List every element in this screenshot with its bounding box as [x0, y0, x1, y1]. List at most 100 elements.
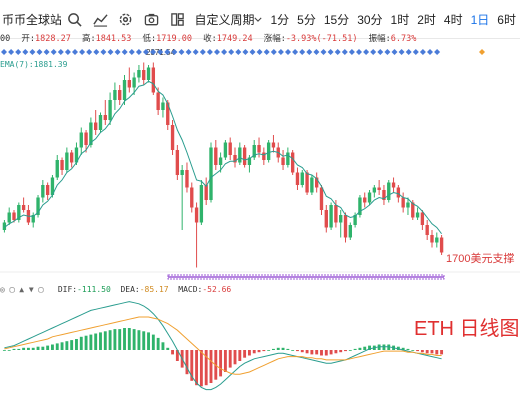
signal-marker	[86, 49, 92, 55]
macd-bar	[32, 348, 35, 350]
candle	[147, 68, 150, 81]
candle	[377, 188, 380, 191]
candle	[161, 103, 164, 111]
macd-bar	[330, 350, 333, 354]
signal-marker	[264, 49, 270, 55]
macd-bar	[147, 332, 150, 350]
macd-bar	[416, 350, 419, 351]
macd-bar	[363, 347, 366, 350]
signal-marker	[214, 49, 220, 55]
macd-bar	[56, 343, 59, 350]
candle	[137, 70, 140, 78]
macd-bar	[407, 349, 410, 350]
candle	[99, 115, 102, 130]
candle	[8, 213, 11, 223]
macd-bar	[133, 329, 136, 350]
signal-marker	[242, 49, 248, 55]
candle	[200, 185, 203, 223]
candle	[392, 183, 395, 188]
macd-bar	[267, 350, 270, 351]
signal-marker	[29, 49, 35, 55]
candle	[291, 153, 294, 173]
candle	[435, 238, 438, 243]
signal-marker	[427, 49, 433, 55]
signal-marker	[179, 49, 185, 55]
candle	[152, 68, 155, 93]
candle	[104, 115, 107, 120]
dif-line	[4, 302, 441, 390]
macd-bar	[104, 331, 107, 350]
signal-marker	[306, 49, 312, 55]
macd-bar	[282, 348, 285, 350]
macd-bar	[22, 348, 25, 350]
macd-bar	[152, 335, 155, 350]
macd-bar	[3, 350, 6, 351]
signal-marker	[392, 49, 398, 55]
macd-bar	[253, 350, 256, 353]
candle	[219, 158, 222, 166]
candle	[195, 208, 198, 223]
macd-bar	[162, 342, 165, 350]
signal-marker	[399, 49, 405, 55]
signal-marker	[413, 49, 419, 55]
candle	[209, 148, 212, 201]
signal-marker	[150, 49, 156, 55]
candle	[334, 205, 337, 223]
signal-marker	[292, 49, 298, 55]
candle	[229, 143, 232, 156]
macd-bar	[310, 350, 313, 354]
macd-bar	[358, 348, 361, 350]
candle	[296, 173, 299, 186]
candle	[406, 203, 409, 208]
macd-bar	[238, 350, 241, 361]
macd-bar	[37, 347, 40, 350]
signal-marker	[143, 49, 149, 55]
signal-marker	[129, 49, 135, 55]
signal-marker	[136, 49, 142, 55]
signal-marker	[37, 49, 43, 55]
signal-marker	[200, 49, 206, 55]
candle	[185, 170, 188, 188]
signal-marker	[115, 49, 121, 55]
signal-marker	[420, 49, 426, 55]
signal-marker	[108, 49, 114, 55]
macd-bar	[243, 350, 246, 358]
macd-bar	[99, 332, 102, 350]
candle	[430, 235, 433, 243]
signal-marker	[164, 49, 170, 55]
signal-marker	[384, 49, 390, 55]
signal-marker	[44, 49, 50, 55]
macd-bar	[61, 342, 64, 350]
macd-bar	[296, 350, 299, 351]
candle	[224, 143, 227, 158]
macd-bar	[113, 329, 116, 350]
signal-marker	[221, 49, 227, 55]
signal-marker	[370, 49, 376, 55]
signal-marker	[342, 49, 348, 55]
macd-bar	[349, 350, 352, 351]
candle	[363, 198, 366, 203]
candle	[243, 148, 246, 166]
macd-bar	[411, 350, 414, 351]
macd-bar	[65, 341, 68, 350]
candle	[310, 178, 313, 193]
macd-bar	[344, 350, 347, 351]
macd-bar	[94, 334, 97, 351]
signal-marker	[186, 49, 192, 55]
signal-marker	[1, 49, 7, 55]
candle	[426, 225, 429, 235]
candle	[344, 215, 347, 238]
candle	[305, 173, 308, 193]
macd-bar	[354, 349, 357, 350]
candle	[190, 188, 193, 208]
signal-marker	[356, 49, 362, 55]
signal-marker	[434, 49, 440, 55]
macd-bar	[286, 349, 289, 350]
macd-bar	[210, 350, 213, 383]
candle	[325, 210, 328, 228]
macd-bar	[440, 350, 443, 354]
candle	[257, 145, 260, 153]
candle	[46, 185, 49, 195]
signal-marker	[22, 49, 28, 55]
